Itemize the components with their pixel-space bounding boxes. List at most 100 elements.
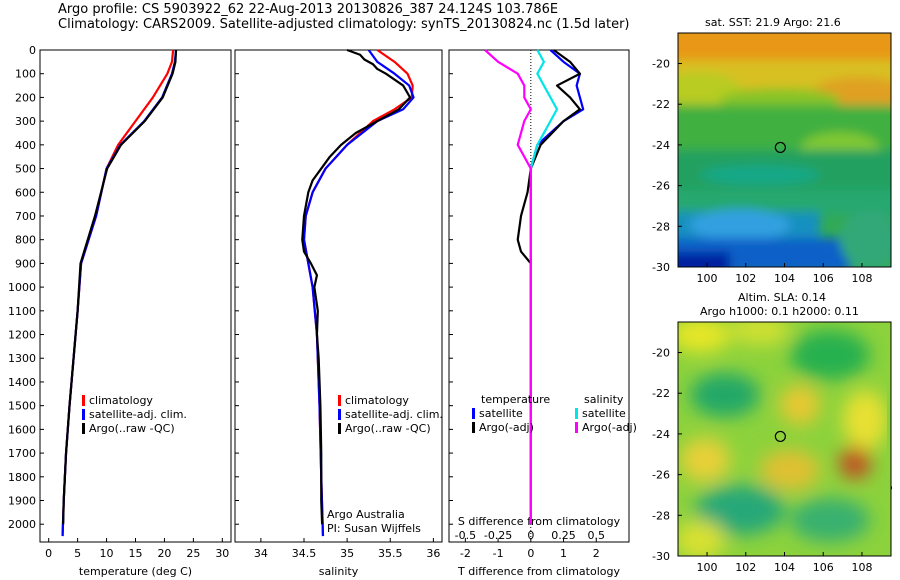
x-tick-label: 100 xyxy=(697,561,718,574)
map-panel-1: 100 102 104 106 108 -20 -22 -24 -26 -28 -30 xyxy=(652,32,892,285)
legend-label: satellite-adj. clim. xyxy=(89,408,187,421)
y-tick-label: 100 xyxy=(15,68,36,81)
legend-swatch xyxy=(338,423,341,434)
annotation-line2: PI: Susan Wijffels xyxy=(327,522,421,535)
difference-series-line xyxy=(516,49,582,525)
legend-swatch xyxy=(82,409,85,420)
legend-swatch xyxy=(338,409,341,420)
map-panel-2: 100 102 104 106 108 -20 -22 -24 -26 -28 -30 xyxy=(652,321,892,574)
y-tick-label: -20 xyxy=(652,347,670,360)
legend-label: Argo(-adj) xyxy=(582,421,637,434)
x-tick-label: 25 xyxy=(186,547,200,560)
legend-label: Argo(..raw -QC) xyxy=(89,422,175,435)
y-tick-label: -26 xyxy=(652,180,670,193)
x-tick-label: 102 xyxy=(735,561,756,574)
s-tick-label: 0.5 xyxy=(588,529,606,542)
y-tick-label: 1900 xyxy=(8,495,36,508)
y-tick-label: -30 xyxy=(652,261,670,274)
legend-label: satellite xyxy=(582,407,626,420)
legend-label: satellite xyxy=(479,407,523,420)
y-tick-label: 500 xyxy=(15,163,36,176)
y-tick-label: 700 xyxy=(15,210,36,223)
x-tick-label: 106 xyxy=(813,272,834,285)
x-tick-label: 10 xyxy=(100,547,114,560)
y-tick-label: 1500 xyxy=(8,400,36,413)
x-tick-label: 15 xyxy=(129,547,143,560)
s-tick-label: -0.5 xyxy=(455,529,476,542)
y-tick-label: 1200 xyxy=(8,329,36,342)
x-tick-label: 0 xyxy=(527,547,534,560)
legend-label: Argo(-adj) xyxy=(479,421,534,434)
y-tick-label: -28 xyxy=(652,509,670,522)
x-tick-label: 106 xyxy=(813,561,834,574)
x-tick-label: 35 xyxy=(340,547,354,560)
argo-location-marker xyxy=(774,430,786,443)
legend-swatch xyxy=(472,422,475,433)
y-tick-label: 800 xyxy=(15,234,36,247)
x-tick-label: 108 xyxy=(851,561,872,574)
y-tick-label: 600 xyxy=(15,186,36,199)
legend-label: Argo(..raw -QC) xyxy=(345,422,431,435)
legend-swatch xyxy=(575,422,578,433)
y-tick-label: -24 xyxy=(652,428,670,441)
sla-map-title-line1: Altim. SLA: 0.14 xyxy=(738,291,827,304)
x-axis-label: T difference from climatology xyxy=(457,565,620,578)
annotation-line1: Argo Australia xyxy=(327,508,405,521)
y-tick-label: -24 xyxy=(652,139,670,152)
y-tick-label: 1100 xyxy=(8,305,36,318)
difference-series-line xyxy=(529,49,559,525)
y-tick-label: 1300 xyxy=(8,352,36,365)
x-tick-label: 1 xyxy=(560,547,567,560)
x-tick-label: -2 xyxy=(460,547,471,560)
x-tick-label: 5 xyxy=(74,547,81,560)
legend-label: climatology xyxy=(345,394,409,407)
profile-panel-3: -2 -1 0 1 2 T difference from climatology -0.5… xyxy=(448,49,637,578)
legend-swatch xyxy=(575,408,578,419)
y-tick-label: -22 xyxy=(652,387,670,400)
s-axis-label: S difference from climatology xyxy=(458,515,621,528)
legend-title-temperature: temperature xyxy=(481,393,550,406)
s-tick-label: 0 xyxy=(527,529,534,542)
x-tick-label: 34 xyxy=(254,547,268,560)
y-tick-label: 0 xyxy=(29,44,36,57)
y-tick-label: 1800 xyxy=(8,471,36,484)
y-tick-label: 1700 xyxy=(8,447,36,460)
y-tick-label: 300 xyxy=(15,115,36,128)
legend-swatch xyxy=(472,408,475,419)
x-tick-label: 104 xyxy=(774,272,795,285)
y-tick-label: 900 xyxy=(15,257,36,270)
x-axis-label: salinity xyxy=(319,565,359,578)
legend-swatch xyxy=(338,395,341,406)
plot-title-line1: Argo profile: CS 5903922_62 22-Aug-2013 … xyxy=(58,2,559,17)
sst-map-title: sat. SST: 21.9 Argo: 21.6 xyxy=(705,16,841,29)
x-tick-label: 2 xyxy=(593,547,600,560)
legend-label: satellite-adj. clim. xyxy=(345,408,443,421)
x-tick-label: 35.5 xyxy=(378,547,403,560)
x-tick-label: -1 xyxy=(493,547,504,560)
profile-panel-2: 34 34.5 35 35.5 36 salinity climatologysatelli… xyxy=(234,48,443,578)
profile-panel-1: 0 5 10 15 20 25 300100200300400500600700800900… xyxy=(8,44,232,578)
y-tick-label: 200 xyxy=(15,91,36,104)
y-tick-label: 2000 xyxy=(8,518,36,531)
temperature-series-line xyxy=(62,49,178,525)
legend-label: climatology xyxy=(89,394,153,407)
y-tick-label: 1400 xyxy=(8,376,36,389)
x-tick-label: 102 xyxy=(735,272,756,285)
x-tick-label: 20 xyxy=(157,547,171,560)
y-tick-label: 400 xyxy=(15,139,36,152)
x-tick-label: 30 xyxy=(215,547,229,560)
legend-title-salinity: salinity xyxy=(584,393,624,406)
plot-title-line2: Climatology: CARS2009. Satellite-adjuste… xyxy=(58,17,630,32)
sst-heatmap xyxy=(678,33,891,267)
salinity-series-line xyxy=(301,48,412,525)
y-tick-label: -22 xyxy=(652,98,670,111)
legend-swatch xyxy=(82,423,85,434)
difference-series-line xyxy=(529,49,585,525)
y-tick-label: -30 xyxy=(652,550,670,563)
sla-map-title-line2: Argo h1000: 0.1 h2000: 0.11 xyxy=(700,305,859,318)
x-tick-label: 104 xyxy=(774,561,795,574)
sla-heatmap xyxy=(678,322,891,556)
y-tick-label: -28 xyxy=(652,220,670,233)
legend-swatch xyxy=(82,395,85,406)
